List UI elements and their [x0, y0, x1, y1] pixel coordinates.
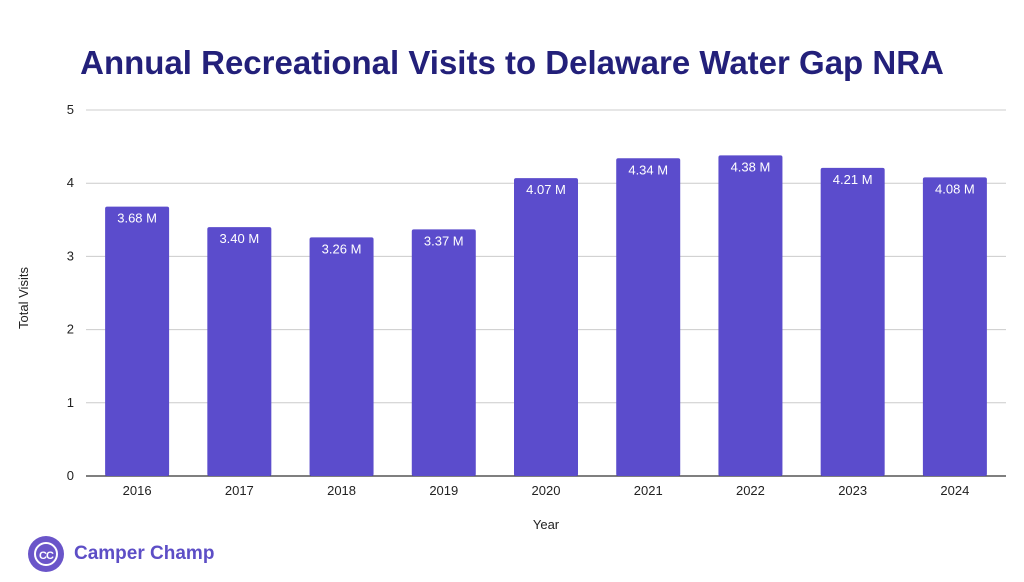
bar	[820, 167, 885, 476]
data-label: 4.21 M	[833, 172, 873, 187]
y-tick-label: 3	[67, 248, 74, 263]
data-label: 4.08 M	[935, 181, 975, 196]
x-tick-label: 2020	[532, 483, 561, 498]
logo-initials: CC	[34, 542, 58, 566]
bar	[922, 177, 987, 476]
bar	[718, 155, 783, 476]
brand-logo: CC Camper Champ	[28, 536, 214, 572]
y-axis-title: Total Visits	[16, 267, 31, 329]
y-tick-label: 4	[67, 175, 74, 190]
y-tick-label: 0	[67, 468, 74, 483]
data-label: 4.07 M	[526, 182, 566, 197]
x-tick-label: 2024	[940, 483, 969, 498]
bar	[616, 158, 681, 476]
bar	[514, 178, 578, 477]
x-axis-title: Year	[533, 517, 560, 532]
data-label: 3.26 M	[322, 241, 362, 256]
bar	[105, 206, 170, 476]
bar	[411, 229, 476, 476]
data-label: 4.38 M	[731, 159, 771, 174]
x-tick-label: 2021	[634, 483, 663, 498]
x-tick-label: 2018	[327, 483, 356, 498]
x-tick-label: 2022	[736, 483, 765, 498]
y-tick-label: 1	[67, 395, 74, 410]
x-tick-label: 2019	[429, 483, 458, 498]
data-label: 4.34 M	[628, 162, 668, 177]
chart-title: Annual Recreational Visits to Delaware W…	[80, 44, 944, 81]
brand-name: Camper Champ	[74, 543, 215, 564]
bar	[207, 227, 272, 476]
y-tick-label: 2	[67, 322, 74, 337]
bar	[309, 237, 374, 476]
y-tick-label: 5	[67, 102, 74, 117]
logo-icon: CC	[28, 536, 64, 572]
data-label: 3.37 M	[424, 233, 464, 248]
data-label: 3.68 M	[117, 211, 157, 226]
data-label: 3.40 M	[219, 231, 259, 246]
x-tick-label: 2017	[225, 483, 254, 498]
x-tick-label: 2023	[838, 483, 867, 498]
x-tick-label: 2016	[123, 483, 152, 498]
